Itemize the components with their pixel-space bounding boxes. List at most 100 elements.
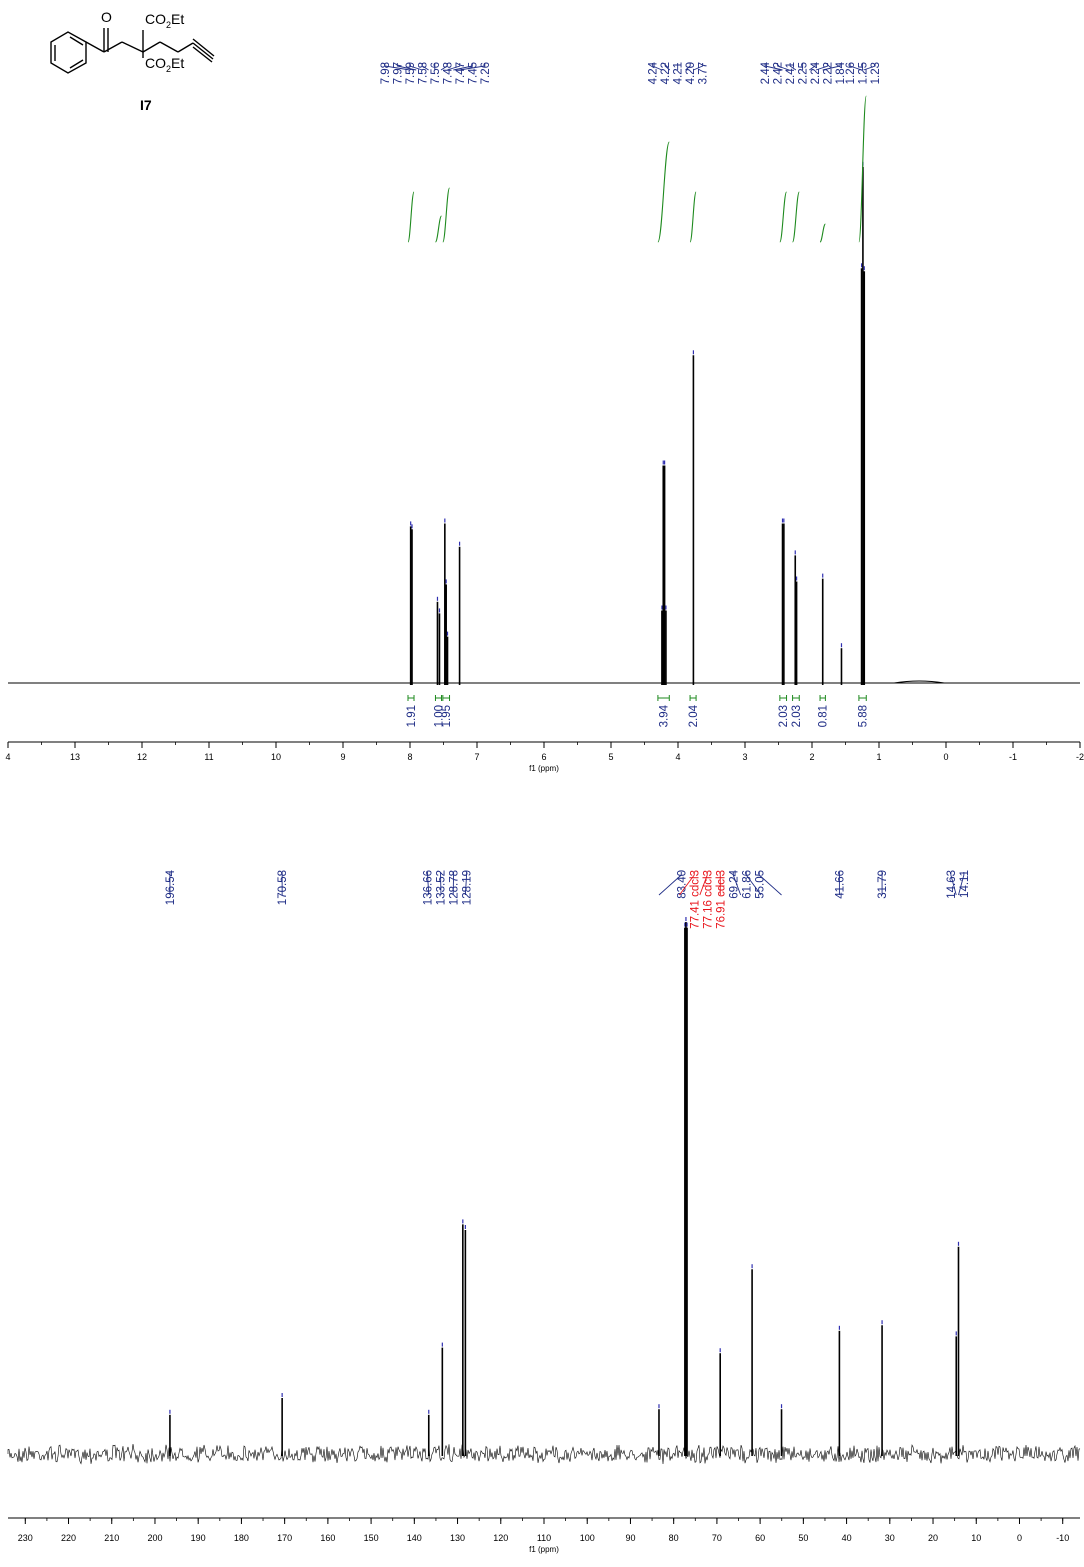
peak-label: 133.52 (436, 870, 448, 905)
x-axis-tick-label: 110 (537, 1533, 551, 1543)
x-axis-tick-label: 10 (271, 752, 281, 762)
structure-labels: O CO2Et CO2Et I7 (101, 9, 184, 113)
carbonyl-oxygen-label: O (101, 9, 112, 25)
compound-label: I7 (140, 97, 152, 113)
solvent-peak-label: 77.16 cdcl3 (702, 870, 714, 929)
integral-value: 2.03 (778, 705, 790, 727)
peak-label: 2.24 (810, 61, 822, 84)
x-axis-tick-label: 30 (885, 1533, 895, 1543)
spectrum-noise-trace (8, 1444, 1080, 1464)
x-axis-tick-label: 4 (5, 752, 10, 762)
integral-bracket (793, 695, 800, 701)
peak-label: 4.22 (660, 62, 672, 84)
benzene-ring (51, 32, 86, 73)
peak-label: 3.77 (698, 62, 710, 84)
peak-label: 2.41 (785, 62, 797, 84)
peak-label: 31.79 (877, 870, 889, 899)
solvent-peak-label: 76.91 cdcl3 (715, 870, 727, 929)
peak-label: 61.86 (741, 870, 753, 899)
integral-bracket (780, 695, 787, 701)
x-axis-tick-label: 20 (928, 1533, 938, 1543)
x-axis-tick-label: 80 (669, 1533, 679, 1543)
peak-label: 170.58 (277, 870, 289, 905)
x-axis-tick-label: 7 (474, 752, 479, 762)
peak-label: 41.66 (834, 870, 846, 899)
peak-label: 1.23 (870, 62, 882, 84)
x-axis-tick-label: 190 (191, 1533, 206, 1543)
integral-value: 2.04 (688, 704, 700, 727)
peak-label: 128.19 (462, 870, 474, 905)
chemical-structure (51, 28, 214, 73)
x-axis-tick-label: 1 (876, 752, 881, 762)
x-axis-label: f1 (ppm) (529, 764, 559, 773)
peak-label: 7.45 (467, 62, 479, 84)
x-axis-tick-label: -1 (1009, 752, 1017, 762)
integral-curve (435, 216, 441, 242)
x-axis-tick-label: 40 (842, 1533, 852, 1543)
integral-bracket (690, 695, 696, 701)
peak-label: 2.22 (823, 62, 835, 84)
x-axis-tick-label: 210 (104, 1533, 119, 1543)
peak-label: 2.42 (773, 62, 785, 84)
x-axis-label: f1 (ppm) (529, 1545, 559, 1554)
integral-value: 2.03 (791, 705, 803, 727)
integral-value: 1.91 (406, 705, 418, 727)
integral-value: 5.88 (858, 705, 870, 727)
peak-label: 14.11 (959, 870, 971, 898)
x-axis-tick-label: 4 (675, 752, 680, 762)
integral-curve (443, 188, 450, 242)
x-axis-tick-label: 100 (580, 1533, 595, 1543)
x-axis-tick-label: 60 (755, 1533, 765, 1543)
peak-label: 128.78 (449, 870, 461, 905)
x-axis-tick-label: 8 (407, 752, 412, 762)
x-axis-tick-label: 11 (204, 752, 213, 762)
x-axis-tick-label: 6 (541, 752, 546, 762)
x-axis-tick-label: 70 (712, 1533, 722, 1543)
x-axis-tick-label: 200 (147, 1533, 162, 1543)
integral-curve (780, 192, 787, 242)
peak-label: 2.44 (760, 61, 772, 84)
x-axis-tick-label: -2 (1076, 752, 1084, 762)
x-axis-tick-label: 90 (625, 1533, 635, 1543)
peak-label: 196.54 (165, 869, 177, 905)
integral-curve (793, 192, 800, 242)
integral-value: 1.95 (441, 705, 453, 727)
integral-bracket (820, 695, 825, 701)
integral-curve (690, 192, 696, 242)
peak-label: 55.05 (754, 870, 766, 899)
peak-label: 7.26 (480, 62, 492, 84)
x-axis-tick-label: 230 (18, 1533, 33, 1543)
peak-label: 69.24 (728, 869, 740, 898)
x-axis-tick-label: 5 (608, 752, 613, 762)
peak-label: 7.59 (405, 62, 417, 84)
x-axis-tick-label: 120 (493, 1533, 508, 1543)
x-axis-tick-label: 13 (70, 752, 80, 762)
peak-label: 83.40 (676, 870, 688, 899)
integral-value: 3.94 (659, 704, 671, 727)
ester-label-top: CO2Et (145, 11, 184, 30)
x-axis-tick-label: 180 (234, 1533, 249, 1543)
integral-curve (820, 224, 825, 242)
peak-label: 4.20 (685, 62, 697, 84)
x-axis-tick-label: 0 (943, 752, 948, 762)
peak-label: 4.24 (648, 61, 660, 84)
x-axis-tick-label: 140 (407, 1533, 422, 1543)
x-axis-tick-label: 170 (277, 1533, 292, 1543)
x-axis-tick-label: 130 (450, 1533, 465, 1543)
x-axis-tick-label: 12 (137, 752, 147, 762)
integral-curve (658, 142, 669, 242)
x-axis-tick-label: 160 (320, 1533, 335, 1543)
peak-label: 2.25 (798, 62, 810, 84)
peak-label: 7.97 (392, 62, 404, 84)
peak-label: 1.26 (845, 62, 857, 84)
x-axis-tick-label: 10 (971, 1533, 981, 1543)
integral-bracket (435, 695, 441, 701)
x-axis-tick-label: 150 (364, 1533, 379, 1543)
x-axis-tick-label: -10 (1056, 1533, 1069, 1543)
peak-label: 7.48 (442, 62, 454, 84)
peak-label: 7.98 (380, 62, 392, 84)
